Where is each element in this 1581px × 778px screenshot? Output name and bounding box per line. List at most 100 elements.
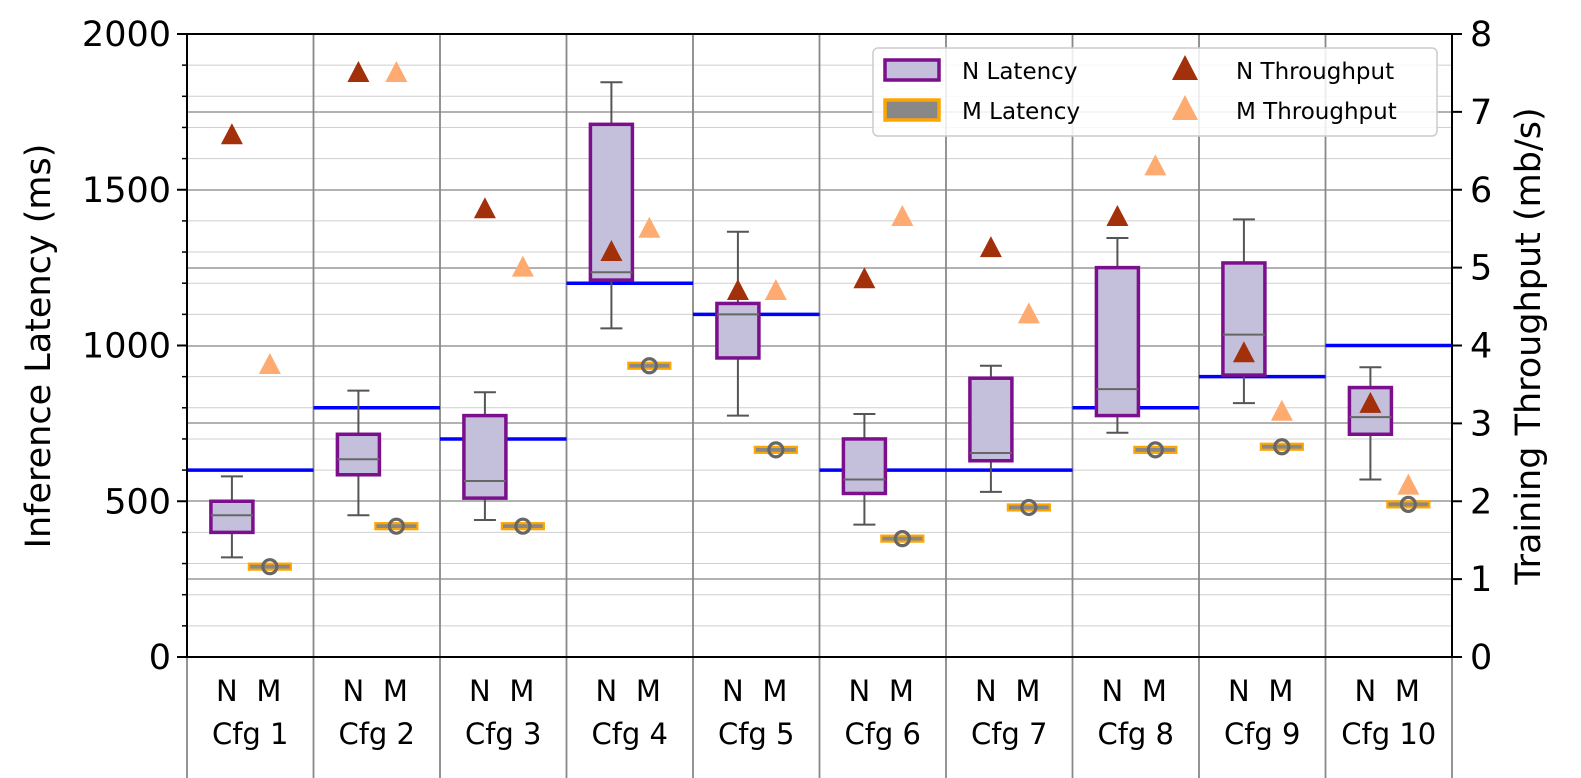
m-throughput-marker	[511, 255, 534, 277]
x-tick-label-m: M	[256, 674, 281, 708]
left-y-tick-label: 500	[104, 482, 171, 522]
right-y-tick-label: 7	[1470, 93, 1492, 133]
x-config-label: Cfg 1	[212, 717, 289, 751]
legend-label-n-latency: N Latency	[962, 59, 1077, 85]
m-latency-marker	[387, 517, 405, 535]
n-throughput-marker	[473, 197, 496, 219]
x-tick-label-n: N	[343, 674, 365, 708]
n-throughput-marker	[853, 267, 876, 289]
x-tick-label-m: M	[636, 674, 661, 708]
x-config-label: Cfg 7	[971, 717, 1048, 751]
x-tick-label-n: N	[1102, 674, 1124, 708]
legend-label-m-throughput: M Throughput	[1236, 99, 1397, 125]
m-throughput-marker	[385, 60, 408, 82]
n-latency-box	[335, 432, 382, 477]
m-latency-box	[374, 522, 419, 531]
x-config-label: Cfg 3	[465, 717, 542, 751]
x-tick-label-m: M	[1142, 674, 1167, 708]
x-tick-label-m: M	[1268, 674, 1293, 708]
m-latency-marker	[767, 441, 785, 459]
n-throughput-marker	[1232, 341, 1255, 363]
right-y-tick-label: 4	[1470, 327, 1492, 367]
right-y-tick-label: 3	[1470, 404, 1492, 444]
x-config-label: Cfg 9	[1224, 717, 1301, 751]
m-latency-box	[1386, 500, 1431, 509]
m-latency-box	[753, 445, 798, 454]
n-latency-box	[715, 301, 761, 360]
m-latency-marker	[1020, 498, 1038, 517]
m-latency-box	[500, 522, 545, 531]
n-latency-boxes	[209, 81, 1394, 559]
x-tick-label-n: N	[1228, 674, 1250, 708]
right-y-tick-label: 6	[1470, 171, 1492, 211]
legend-swatch-m-latency	[883, 98, 941, 122]
right-y-tick-label: 1	[1470, 560, 1492, 600]
m-latency-box	[247, 562, 292, 571]
m-latency-box	[1006, 503, 1051, 512]
n-latency-box	[841, 437, 888, 496]
x-config-label: Cfg 2	[338, 717, 415, 751]
right-y-tick-label: 2	[1470, 482, 1492, 522]
n-latency-box	[1094, 265, 1141, 418]
legend: N Latency M Latency N Throughput M Throu…	[872, 47, 1438, 137]
axes	[177, 33, 1462, 658]
x-tick-label-m: M	[762, 674, 787, 708]
x-tick-label-n: N	[469, 674, 491, 708]
m-throughput-marker	[638, 216, 661, 238]
n-throughput-marker	[726, 278, 749, 300]
x-config-label: Cfg 8	[1097, 717, 1174, 751]
x-config-label: Cfg 6	[844, 717, 921, 751]
n-throughput-marker	[347, 60, 370, 82]
legend-label-m-latency: M Latency	[962, 99, 1080, 125]
m-latency-marker	[261, 558, 279, 576]
throughput-markers	[220, 60, 1420, 495]
left-y-axis-label: Inference Latency (ms)	[19, 144, 59, 549]
n-throughput-marker	[600, 240, 623, 262]
x-config-label: Cfg 4	[591, 717, 668, 751]
legend-marker-m-throughput	[1172, 95, 1198, 120]
m-throughput-marker	[891, 205, 914, 227]
legend-frame	[872, 47, 1438, 137]
x-tick-label-m: M	[889, 674, 914, 708]
x-tick-label-n: N	[975, 674, 997, 708]
x-tick-label-n: N	[596, 674, 618, 708]
legend-swatch-n-latency	[883, 58, 941, 82]
m-throughput-marker	[764, 278, 787, 300]
m-throughput-marker	[1397, 473, 1420, 495]
n-throughput-marker	[979, 236, 1002, 258]
m-latency-marker	[640, 357, 658, 375]
x-tick-label-m: M	[383, 674, 408, 708]
x-tick-label-m: M	[1015, 674, 1040, 708]
m-latency-marker	[1146, 441, 1164, 459]
legend-marker-n-throughput	[1172, 55, 1198, 80]
left-y-tick-label: 1500	[82, 171, 171, 211]
right-y-tick-label: 8	[1470, 15, 1492, 55]
m-throughput-marker	[258, 352, 281, 374]
m-throughput-marker	[1270, 399, 1293, 421]
m-latency-marker	[1399, 495, 1417, 513]
m-throughput-marker	[1017, 302, 1040, 324]
m-latency-box	[880, 534, 925, 543]
legend-label-n-throughput: N Throughput	[1236, 59, 1394, 85]
n-latency-box	[462, 413, 508, 500]
right-y-tick-label: 5	[1470, 249, 1492, 289]
m-latency-marker	[893, 530, 911, 548]
x-tick-label-m: M	[1395, 674, 1420, 708]
left-y-tick-label: 1000	[82, 327, 171, 367]
x-tick-label-n: N	[849, 674, 871, 708]
m-latency-box	[1133, 445, 1178, 454]
x-tick-label-n: N	[1355, 674, 1377, 708]
right-y-axis-label: Training Throughput (mb/s)	[1509, 107, 1549, 585]
m-latency-box	[627, 361, 672, 370]
right-y-tick-label: 0	[1470, 638, 1492, 678]
n-throughput-marker	[1359, 391, 1382, 413]
n-latency-box	[968, 376, 1014, 463]
n-throughput-marker	[1106, 205, 1129, 227]
x-config-label: Cfg 5	[718, 717, 795, 751]
x-tick-label-n: N	[216, 674, 238, 708]
n-throughput-marker	[220, 123, 243, 145]
x-config-label: Cfg 10	[1341, 717, 1436, 751]
